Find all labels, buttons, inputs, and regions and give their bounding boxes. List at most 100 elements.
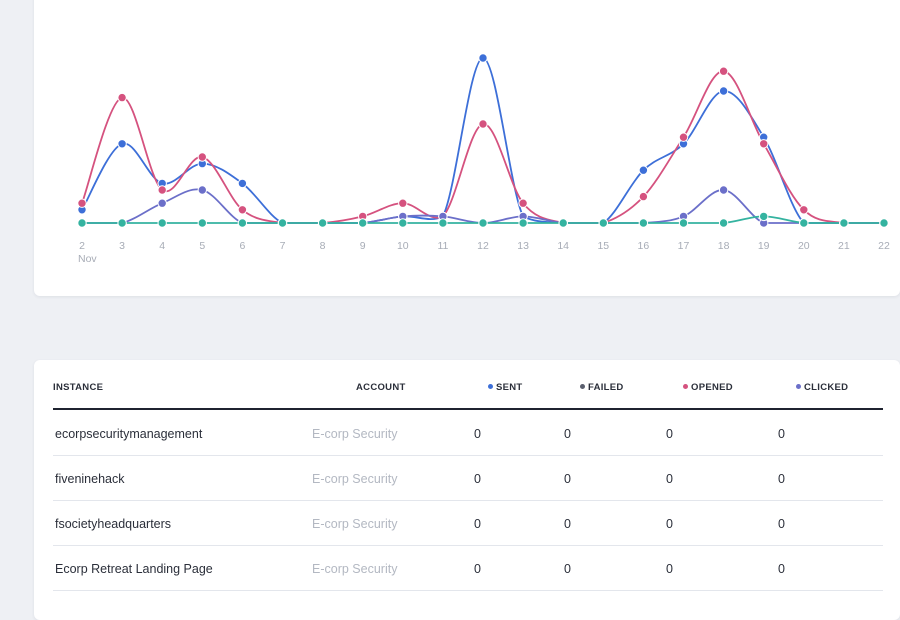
data-point-opened[interactable] (518, 198, 528, 208)
data-point-failed[interactable] (157, 218, 167, 228)
clicked-count: 0 (778, 472, 785, 486)
data-point-failed[interactable] (799, 218, 809, 228)
sent-dot-icon (488, 384, 493, 389)
clicked-count: 0 (778, 427, 785, 441)
data-point-sent[interactable] (718, 86, 729, 96)
opened-count: 0 (666, 562, 673, 576)
header-instance[interactable]: INSTANCE (53, 382, 104, 393)
data-point-opened[interactable] (197, 152, 208, 162)
x-tick-label: 8 (320, 240, 326, 252)
data-point-failed[interactable] (358, 218, 368, 228)
x-tick-label: 17 (678, 240, 690, 252)
header-opened[interactable]: OPENED (683, 382, 733, 393)
clicked-count: 0 (778, 517, 785, 531)
data-point-opened[interactable] (237, 205, 248, 215)
data-point-failed[interactable] (598, 218, 608, 228)
data-point-opened[interactable] (478, 119, 488, 129)
data-point-failed[interactable] (518, 218, 528, 228)
data-point-opened[interactable] (678, 132, 689, 142)
data-point-failed[interactable] (277, 218, 288, 228)
data-point-opened[interactable] (117, 92, 127, 103)
account-name: E-corp Security (312, 427, 398, 441)
x-tick-label: 15 (597, 240, 609, 252)
header-clicked-label: CLICKED (804, 382, 849, 393)
x-tick-label: 22 (878, 240, 890, 252)
data-point-failed[interactable] (558, 218, 568, 228)
sent-count: 0 (474, 472, 481, 486)
data-point-failed[interactable] (478, 218, 488, 228)
sent-count: 0 (474, 517, 481, 531)
account-name: E-corp Security (312, 472, 398, 486)
data-point-sent[interactable] (237, 178, 248, 189)
data-point-opened[interactable] (157, 185, 167, 195)
opened-count: 0 (666, 472, 673, 486)
sent-count: 0 (474, 427, 481, 441)
data-point-failed[interactable] (398, 218, 408, 228)
data-point-failed[interactable] (317, 218, 328, 228)
x-tick-label: 11 (437, 240, 448, 252)
activity-line-chart: 2 3 4 5 6 7 8 9 10 11 12 13 14 15 16 17 18 19 20 21 22 Nov (77, 53, 890, 265)
data-point-sent[interactable] (117, 139, 127, 149)
x-tick-label: 19 (758, 240, 770, 252)
x-tick-label: 2 (79, 240, 85, 252)
data-point-failed[interactable] (839, 218, 849, 228)
x-tick-label: 9 (360, 240, 366, 252)
x-tick-label: 12 (477, 240, 489, 252)
clicked-dot-icon (796, 384, 801, 389)
x-tick-label: 20 (798, 240, 810, 252)
data-point-opened[interactable] (759, 139, 769, 149)
instance-name[interactable]: ecorpsecuritymanagement (55, 427, 203, 441)
instances-table: INSTANCE ACCOUNT SENT FAILED OPENED CLIC… (34, 360, 900, 620)
header-account[interactable]: ACCOUNT (356, 382, 406, 393)
chart-card: 2 3 4 5 6 7 8 9 10 11 12 13 14 15 16 17 18 19 20 21 22 Nov (34, 0, 900, 296)
header-sent[interactable]: SENT (488, 382, 523, 393)
x-tick-label: 13 (517, 240, 529, 252)
table-header: INSTANCE ACCOUNT SENT FAILED OPENED CLIC… (53, 360, 883, 410)
opened-count: 0 (666, 427, 673, 441)
failed-count: 0 (564, 472, 571, 486)
data-point-opened[interactable] (799, 205, 809, 215)
x-tick-label: 4 (159, 240, 165, 252)
data-point-failed[interactable] (718, 218, 729, 228)
data-point-failed[interactable] (759, 211, 769, 222)
instance-name[interactable]: fsocietyheadquarters (55, 517, 172, 531)
data-point-failed[interactable] (117, 218, 127, 228)
data-point-opened[interactable] (398, 198, 408, 208)
x-tick-label: 5 (199, 240, 205, 252)
data-point-failed[interactable] (678, 218, 689, 228)
x-tick-label: 10 (397, 240, 409, 252)
data-point-failed[interactable] (638, 218, 649, 228)
data-point-failed[interactable] (879, 218, 889, 228)
header-clicked[interactable]: CLICKED (796, 382, 848, 393)
data-point-failed[interactable] (237, 218, 248, 228)
instance-name[interactable]: fiveninehack (55, 472, 125, 486)
data-point-failed[interactable] (197, 218, 208, 228)
opened-count: 0 (666, 517, 673, 531)
header-opened-label: OPENED (691, 382, 733, 393)
data-point-clicked[interactable] (157, 198, 167, 208)
header-sent-label: SENT (496, 382, 523, 393)
table-row[interactable]: ecorpsecuritymanagement E-corp Security … (53, 410, 883, 456)
data-point-opened[interactable] (77, 198, 87, 208)
opened-dot-icon (683, 384, 688, 389)
data-point-clicked[interactable] (718, 185, 729, 195)
data-point-opened[interactable] (718, 66, 729, 76)
x-tick-label: 14 (557, 240, 569, 252)
table-row[interactable]: fiveninehack E-corp Security 0 0 0 0 (53, 455, 883, 501)
failed-count: 0 (564, 562, 571, 576)
data-point-sent[interactable] (478, 53, 488, 63)
data-point-failed[interactable] (438, 218, 448, 228)
table-row[interactable]: Ecorp Retreat Landing Page E-corp Securi… (53, 545, 883, 591)
account-name: E-corp Security (312, 562, 398, 576)
instance-name[interactable]: Ecorp Retreat Landing Page (55, 562, 213, 576)
table-row[interactable]: fsocietyheadquarters E-corp Security 0 0… (53, 500, 883, 546)
x-tick-label: 18 (718, 240, 730, 252)
failed-count: 0 (564, 517, 571, 531)
data-point-failed[interactable] (77, 218, 87, 228)
data-point-clicked[interactable] (197, 185, 208, 195)
header-failed[interactable]: FAILED (580, 382, 624, 393)
failed-dot-icon (580, 384, 585, 389)
x-tick-label: 21 (838, 240, 850, 252)
data-point-opened[interactable] (638, 191, 649, 202)
data-point-sent[interactable] (638, 165, 649, 175)
